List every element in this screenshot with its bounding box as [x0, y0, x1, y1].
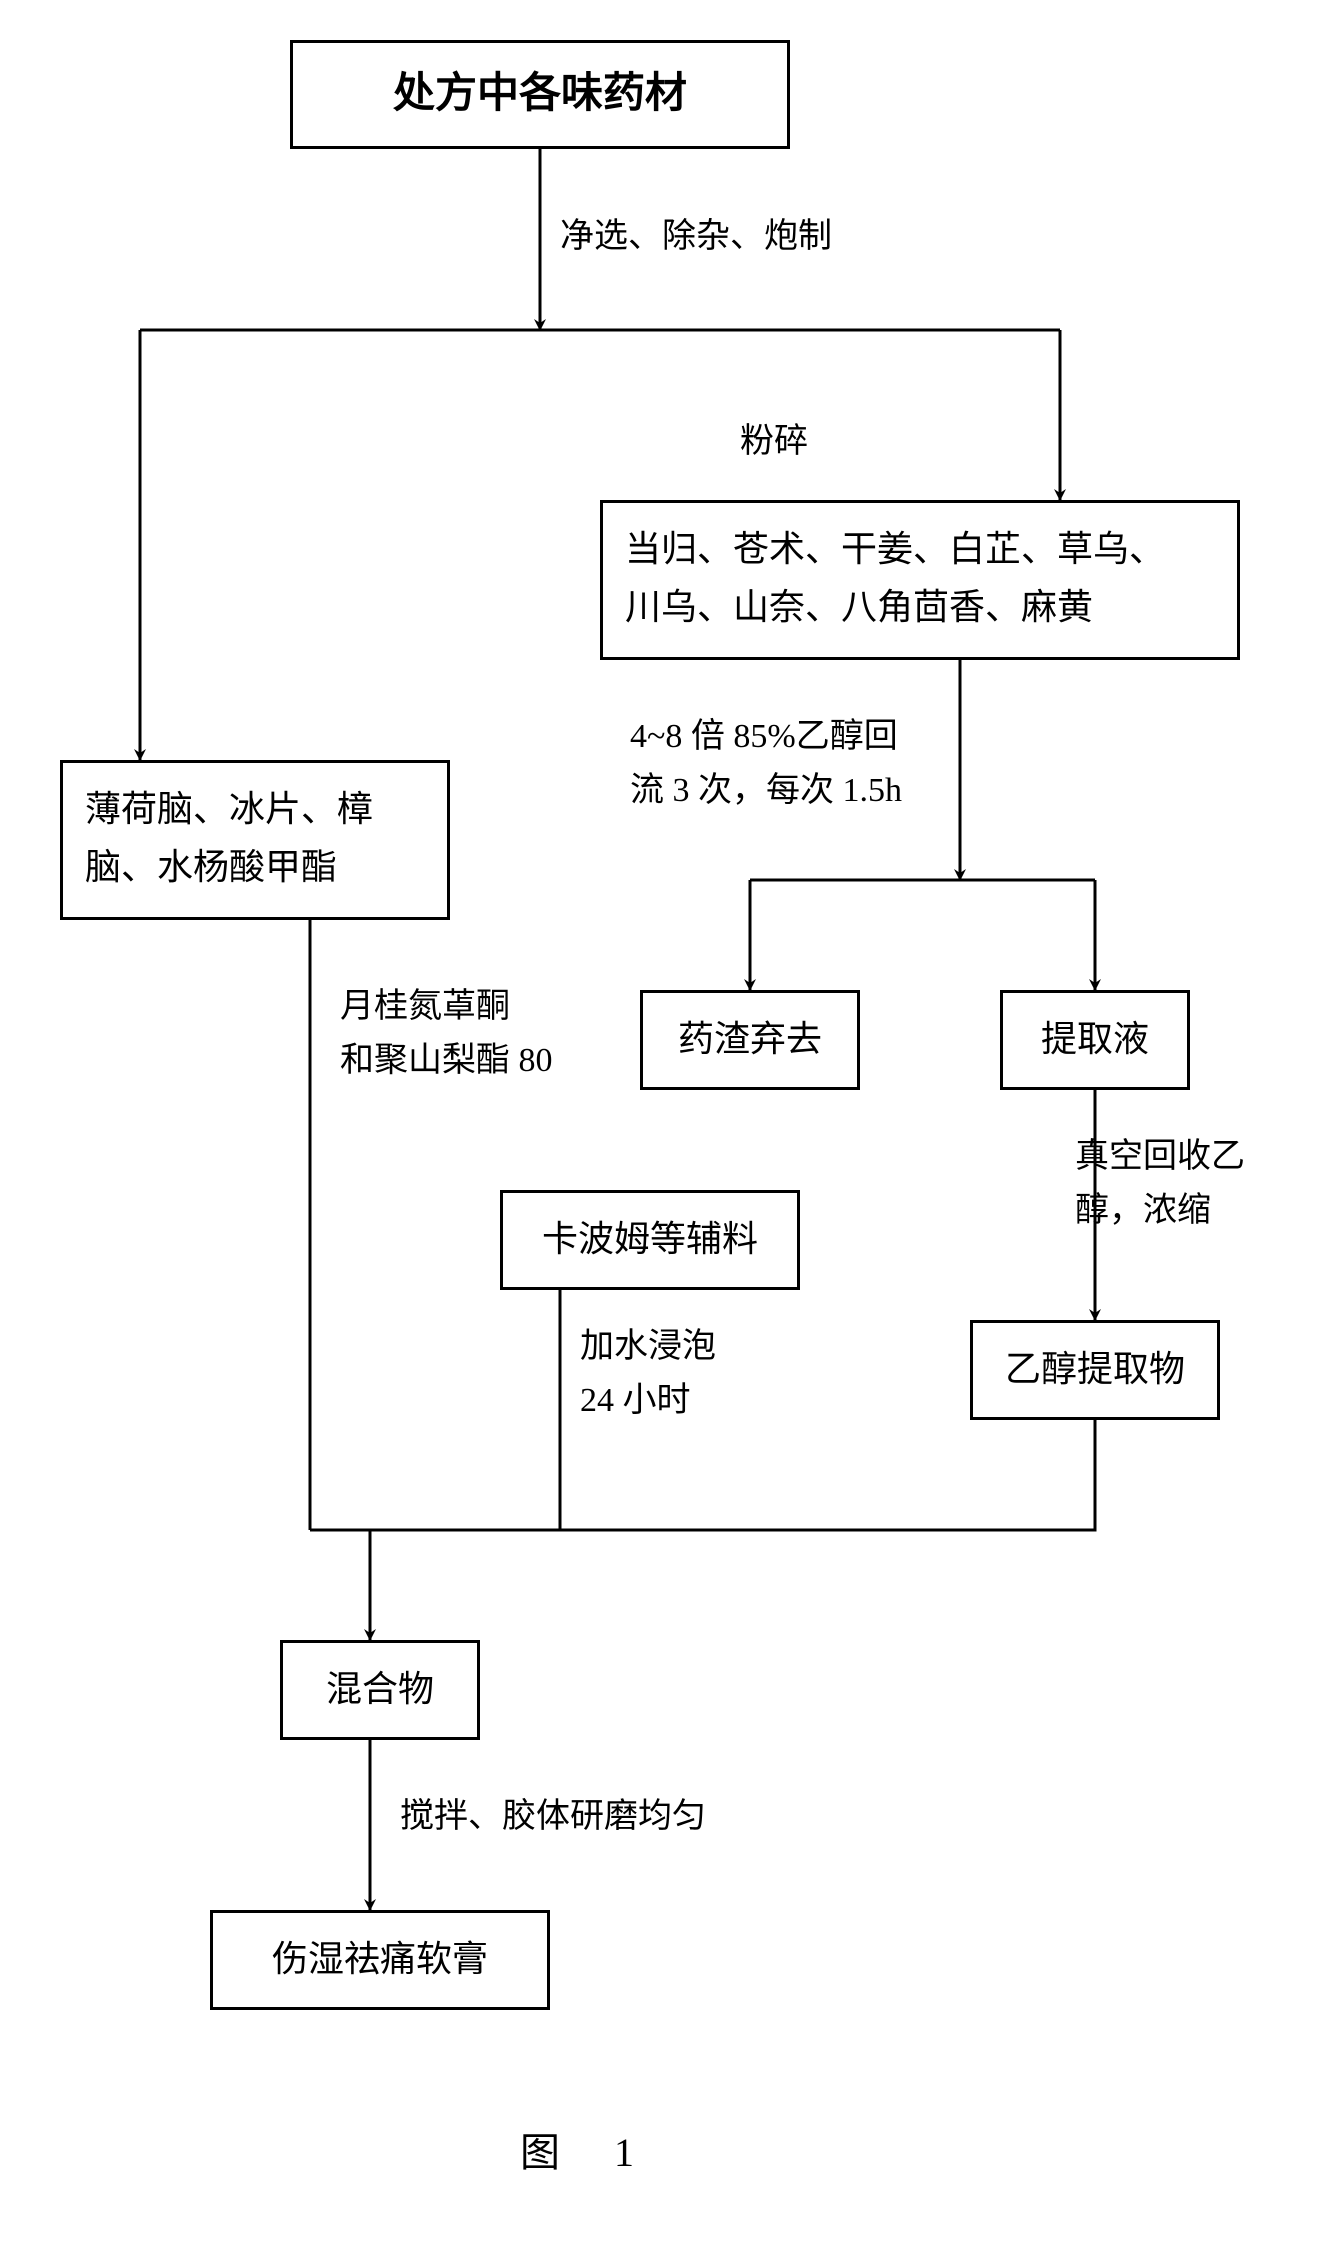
node-herbs: 当归、苍术、干姜、白芷、草乌、川乌、山奈、八角茴香、麻黄	[600, 500, 1240, 660]
node-ethanol-extract: 乙醇提取物	[970, 1320, 1220, 1420]
flowchart-canvas: 处方中各味药材 当归、苍术、干姜、白芷、草乌、川乌、山奈、八角茴香、麻黄 薄荷脑…	[0, 0, 1326, 2244]
node-mixture-text: 混合物	[326, 1669, 434, 1709]
node-product: 伤湿祛痛软膏	[210, 1910, 550, 2010]
edges-layer	[0, 0, 1326, 2244]
node-title: 处方中各味药材	[290, 40, 790, 149]
node-ethanol-extract-text: 乙醇提取物	[1005, 1349, 1185, 1389]
edge-label-clean-text: 净选、除杂、炮制	[560, 218, 832, 255]
node-herbs-text: 当归、苍术、干姜、白芷、草乌、川乌、山奈、八角茴香、麻黄	[625, 529, 1165, 627]
node-product-text: 伤湿祛痛软膏	[272, 1939, 488, 1979]
node-carbomer: 卡波姆等辅料	[500, 1190, 800, 1290]
node-volatile-text: 薄荷脑、冰片、樟脑、水杨酸甲酯	[85, 789, 373, 887]
edge-label-additives: 月桂氮䓬酮和聚山梨酯 80	[340, 980, 553, 1089]
edge-label-soak-text: 加水浸泡24 小时	[580, 1328, 716, 1419]
node-dregs: 药渣弃去	[640, 990, 860, 1090]
edge-label-grind-text: 粉碎	[740, 423, 808, 460]
node-mixture: 混合物	[280, 1640, 480, 1740]
edge-label-stir: 搅拌、胶体研磨均匀	[400, 1790, 706, 1844]
edge-label-vacuum-text: 真空回收乙醇，浓缩	[1075, 1138, 1245, 1229]
node-volatile: 薄荷脑、冰片、樟脑、水杨酸甲酯	[60, 760, 450, 920]
node-extract-text: 提取液	[1041, 1019, 1149, 1059]
edge-label-vacuum: 真空回收乙醇，浓缩	[1075, 1130, 1245, 1239]
edge-label-clean: 净选、除杂、炮制	[560, 210, 832, 264]
edge-label-reflux-text: 4~8 倍 85%乙醇回流 3 次，每次 1.5h	[630, 718, 902, 809]
edge-label-soak: 加水浸泡24 小时	[580, 1320, 716, 1429]
node-extract: 提取液	[1000, 990, 1190, 1090]
figure-caption-text: 图 1	[520, 2130, 656, 2175]
edge-label-grind: 粉碎	[740, 415, 808, 469]
edge-label-additives-text: 月桂氮䓬酮和聚山梨酯 80	[340, 988, 553, 1079]
node-title-text: 处方中各味药材	[393, 71, 687, 117]
edge-label-reflux: 4~8 倍 85%乙醇回流 3 次，每次 1.5h	[630, 710, 902, 819]
edge-label-stir-text: 搅拌、胶体研磨均匀	[400, 1798, 706, 1835]
node-dregs-text: 药渣弃去	[678, 1019, 822, 1059]
figure-caption: 图 1	[520, 2120, 656, 2178]
node-carbomer-text: 卡波姆等辅料	[542, 1219, 758, 1259]
